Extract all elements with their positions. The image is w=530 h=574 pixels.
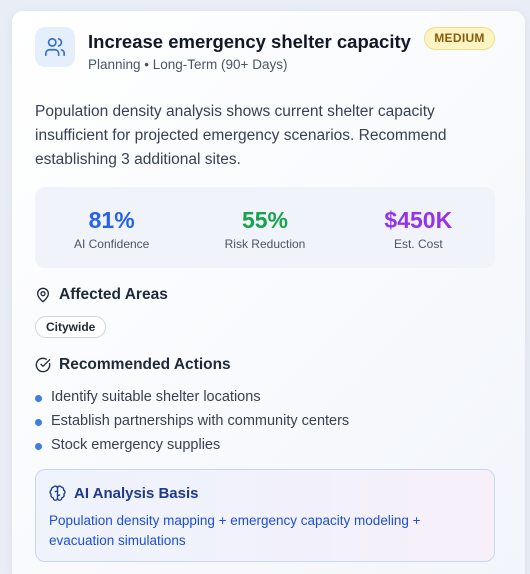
basis-heading: AI Analysis Basis (49, 485, 199, 502)
bullet-icon (35, 442, 42, 450)
brain-icon (49, 485, 66, 501)
list-item: Establish partnerships with community ce… (35, 409, 349, 433)
map-pin-icon (37, 287, 49, 303)
list-item: Identify suitable shelter locations (35, 385, 349, 409)
recommended-actions-heading: Recommended Actions (35, 356, 231, 374)
priority-badge: MEDIUM (424, 27, 495, 50)
metric-risk-reduction: 55% Risk Reduction (188, 187, 341, 268)
metrics-panel: 81% AI Confidence 55% Risk Reduction $45… (35, 187, 495, 268)
affected-areas-heading: Affected Areas (35, 286, 168, 304)
bullet-icon (35, 394, 42, 402)
area-chip: Citywide (35, 316, 107, 338)
action-text: Stock emergency supplies (51, 437, 221, 453)
metric-value: 81% (88, 207, 135, 233)
action-text: Establish partnerships with community ce… (51, 413, 350, 429)
section-label: AI Analysis Basis (74, 485, 199, 502)
metric-value: $450K (384, 207, 453, 233)
check-circle-icon (35, 357, 51, 373)
section-label: Affected Areas (59, 286, 168, 303)
basis-text: Population density mapping + emergency c… (49, 513, 421, 548)
bullet-icon (35, 418, 42, 426)
metric-ai-confidence: 81% AI Confidence (35, 187, 188, 268)
metric-label: Est. Cost (393, 237, 443, 251)
users-icon (45, 37, 65, 57)
card-title: Increase emergency shelter capacity (88, 31, 411, 52)
metric-label: AI Confidence (73, 237, 150, 251)
category-icon-tile (35, 27, 75, 67)
action-text: Identify suitable shelter locations (51, 389, 261, 405)
list-item: Stock emergency supplies (35, 433, 349, 457)
ai-analysis-basis-panel: AI Analysis Basis Population density map… (35, 469, 495, 562)
metric-value: 55% (241, 207, 289, 233)
section-label: Recommended Actions (59, 356, 231, 373)
metric-label: Risk Reduction (224, 237, 306, 251)
recommendation-description: Population density analysis shows curren… (35, 103, 447, 168)
actions-list: Identify suitable shelter locations Esta… (35, 385, 349, 457)
metric-est-cost: $450K Est. Cost (342, 187, 495, 268)
card-subtitle: Planning • Long-Term (90+ Days) (88, 57, 288, 72)
